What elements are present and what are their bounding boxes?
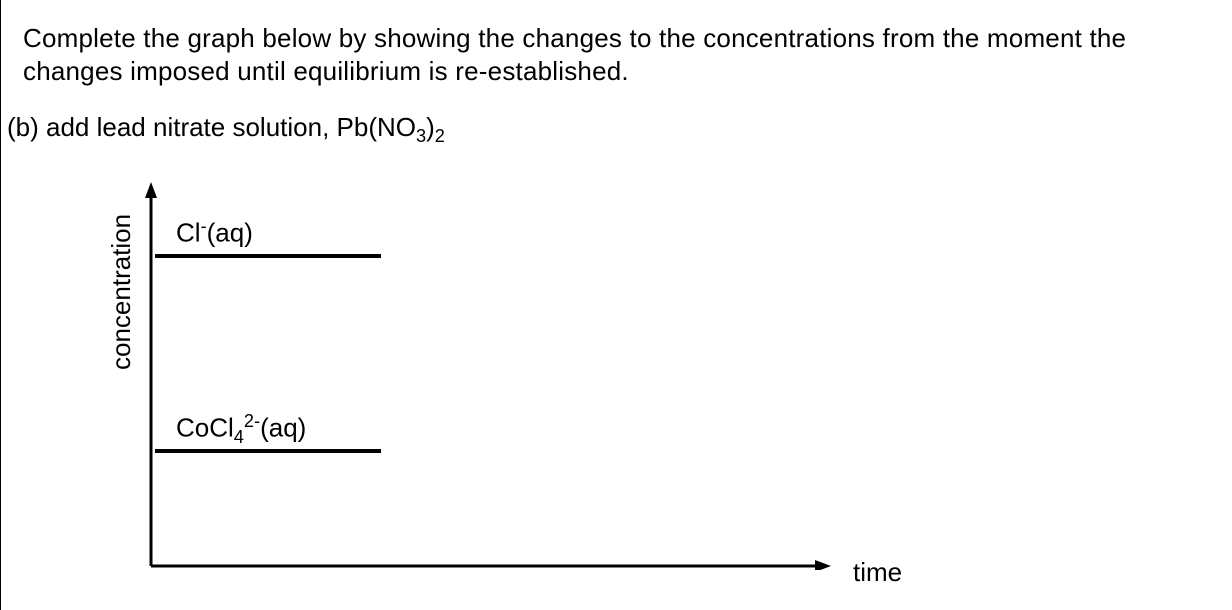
- question-part-b: (b) add lead nitrate solution, Pb(NO3)2: [7, 112, 445, 147]
- series-label-chloride: Cl-(aq): [176, 216, 253, 249]
- part-b-sub-2: 2: [435, 126, 445, 146]
- question-prompt: Complete the graph below by showing the …: [23, 22, 1223, 87]
- x-axis-label: time: [853, 557, 902, 588]
- part-b-text-1: (b) add lead nitrate solution, Pb(NO: [7, 112, 416, 142]
- page: Complete the graph below by showing the …: [0, 0, 1232, 610]
- part-b-sub-3: 3: [416, 126, 426, 146]
- part-b-text-2: ): [426, 112, 435, 142]
- series-label-tetrachlorocobaltate: CoCl42-(aq): [176, 411, 306, 448]
